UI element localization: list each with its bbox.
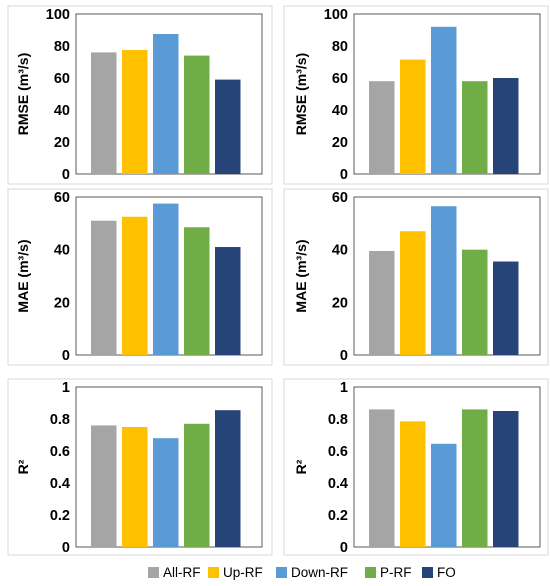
chart-panel-2: 0 20 40 60 80 100 RMSE (m³/s) [283,5,549,185]
y-tick-label: 20 [332,295,348,311]
bar-down-rf [431,26,457,174]
y-tick-label: 0.2 [328,508,348,524]
y-axis-title: R² [293,459,309,474]
chart-panel-1: 0 20 40 60 80 100 RMSE (m³/s) [7,5,273,185]
legend-swatch [365,567,376,578]
y-tick-label: 20 [54,295,70,311]
bar-fo [493,78,519,174]
chart-panel-4: 0 20 40 60 MAE (m³/s) [283,188,549,366]
chart-panel-6: 0 0.2 0.4 0.6 0.8 1 R² [283,378,549,556]
y-tick-label: 0.6 [50,444,70,460]
y-axis-title: RMSE (m³/s) [15,53,31,135]
bar-p-rf [184,227,210,355]
y-tick-label: 20 [54,135,70,151]
y-tick-label: 0 [62,348,70,364]
y-tick-label: 0 [62,540,70,556]
y-tick-label: 100 [46,7,70,23]
y-tick-label: 0 [62,167,70,183]
y-tick-label: 60 [54,71,70,87]
legend-label: P-RF [380,565,412,580]
bar-fo [493,411,519,547]
bar-up-rf [122,50,148,174]
y-axis-title: MAE (m³/s) [293,239,309,312]
y-tick-label: 0.8 [50,412,70,428]
y-tick-label: 60 [332,71,348,87]
y-tick-label: 1 [62,380,70,396]
legend-swatch [148,567,159,578]
y-tick-label: 0.4 [328,476,348,492]
bar-all-rf [369,409,395,547]
legend: All-RF Up-RF Down-RF P-RF FO [148,565,456,580]
y-tick-label: 0 [340,348,348,364]
bar-all-rf [91,52,117,174]
legend-label: FO [437,565,456,580]
legend-swatch [276,567,287,578]
bar-up-rf [400,421,426,547]
legend-label: Up-RF [223,565,263,580]
y-axis-title: RMSE (m³/s) [293,53,309,135]
y-tick-label: 100 [324,7,348,23]
y-tick-label: 80 [54,39,70,55]
y-tick-label: 40 [332,243,348,259]
bar-fo [493,261,519,355]
bar-up-rf [122,216,148,355]
bar-p-rf [184,423,210,547]
bar-down-rf [153,34,179,174]
y-tick-label: 0.2 [50,508,70,524]
legend-label: All-RF [163,565,201,580]
bar-all-rf [369,81,395,174]
bar-fo [215,79,241,174]
y-tick-label: 0 [340,167,348,183]
legend-swatch [208,567,219,578]
y-tick-label: 40 [54,243,70,259]
y-tick-label: 40 [54,103,70,119]
y-axis-title: MAE (m³/s) [15,239,31,312]
legend-item: P-RF [365,565,412,580]
bar-up-rf [400,59,426,174]
bar-all-rf [91,220,117,355]
y-tick-label: 0.6 [328,444,348,460]
bar-down-rf [153,203,179,355]
y-tick-label: 60 [54,190,70,206]
bar-all-rf [91,425,117,547]
bar-down-rf [431,443,457,547]
legend-swatch [422,567,433,578]
legend-item: All-RF [148,565,201,580]
bar-fo [215,247,241,355]
bar-p-rf [462,409,488,547]
y-tick-label: 0.8 [328,412,348,428]
bar-down-rf [153,438,179,547]
y-tick-label: 0.4 [50,476,70,492]
chart-panel-5: 0 0.2 0.4 0.6 0.8 1 R² [7,378,273,556]
bar-down-rf [431,206,457,355]
y-tick-label: 0 [340,540,348,556]
bar-all-rf [369,250,395,355]
bar-up-rf [400,231,426,355]
chart-panel-3: 0 20 40 60 MAE (m³/s) [7,188,273,366]
y-tick-label: 80 [332,39,348,55]
y-tick-label: 60 [332,190,348,206]
bar-p-rf [462,249,488,355]
y-tick-label: 40 [332,103,348,119]
legend-label: Down-RF [291,565,348,580]
legend-item: FO [422,565,456,580]
bar-fo [215,410,241,547]
bar-p-rf [462,81,488,174]
y-tick-label: 1 [340,380,348,396]
legend-item: Down-RF [276,565,348,580]
y-tick-label: 20 [332,135,348,151]
legend-item: Up-RF [208,565,263,580]
y-axis-title: R² [15,459,31,474]
bar-up-rf [122,427,148,547]
bar-p-rf [184,55,210,174]
